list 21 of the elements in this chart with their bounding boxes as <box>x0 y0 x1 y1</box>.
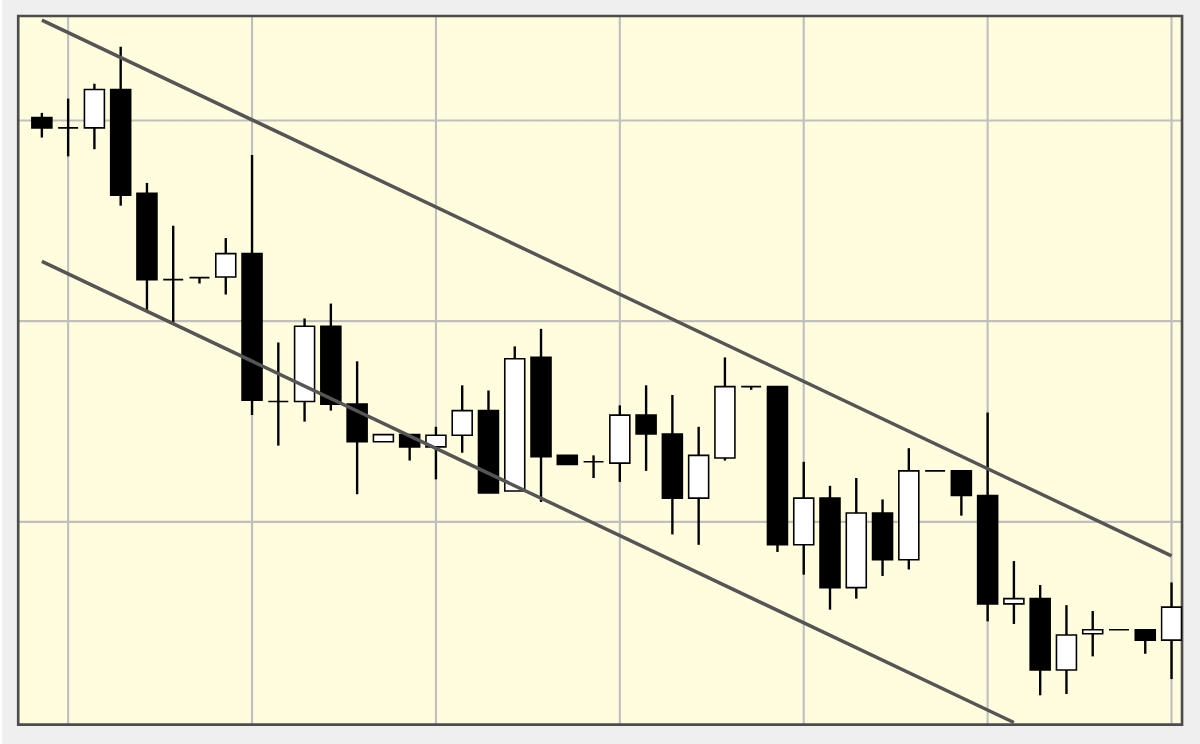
candlestick <box>1003 559 1025 625</box>
candlestick <box>346 359 368 496</box>
candlestick <box>31 111 53 139</box>
candlestick <box>57 97 79 158</box>
candlestick <box>451 383 473 454</box>
candlestick <box>162 224 185 325</box>
candlestick <box>425 425 447 481</box>
candlestick <box>635 383 657 472</box>
candlestick <box>871 497 894 577</box>
candlestick <box>188 276 211 285</box>
candlestick <box>687 425 710 546</box>
candlestick <box>582 453 605 479</box>
candlestick <box>792 460 815 576</box>
candlestick <box>1055 603 1078 695</box>
candlestick <box>267 341 290 447</box>
candlestick <box>1134 628 1157 655</box>
candlestick <box>1081 609 1104 658</box>
candlestick <box>214 236 237 296</box>
candlestick <box>83 82 106 151</box>
candlestick <box>609 403 631 483</box>
candlestick <box>950 469 973 517</box>
